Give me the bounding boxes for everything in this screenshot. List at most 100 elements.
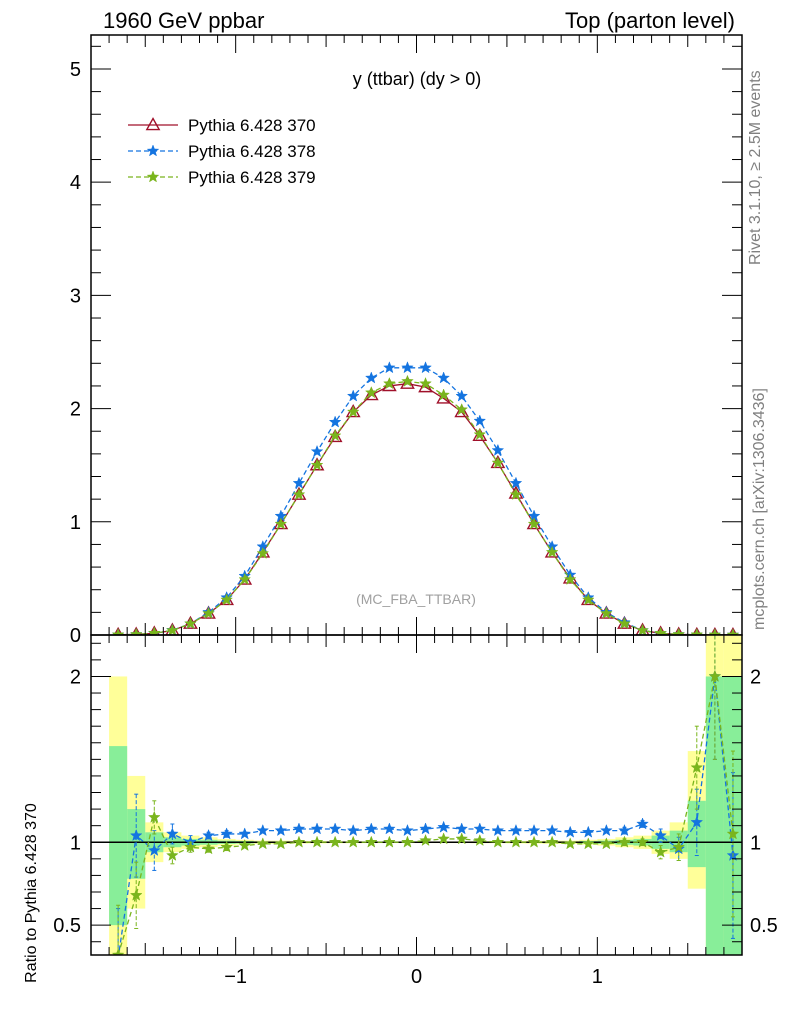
ratio-data-point bbox=[618, 823, 631, 837]
ratio-data-point bbox=[256, 823, 270, 837]
data-point bbox=[364, 371, 378, 384]
ratio-data-point bbox=[437, 820, 451, 833]
ratio-data-point bbox=[726, 827, 740, 840]
ratio-data-point bbox=[310, 822, 324, 835]
ratio-data-point bbox=[599, 823, 613, 837]
ratio-data-point bbox=[491, 823, 505, 837]
ratio-data-point bbox=[401, 823, 414, 837]
ratio-data-point bbox=[328, 835, 342, 848]
ratio-data-point bbox=[274, 823, 288, 837]
mcplots-label: mcplots.cern.ch [arXiv:1306.3436] bbox=[751, 388, 768, 630]
data-point bbox=[346, 389, 360, 402]
data-point bbox=[455, 389, 469, 402]
data-point bbox=[165, 623, 179, 635]
ratio-series-line-1 bbox=[117, 676, 734, 955]
ratio-data-point bbox=[220, 827, 234, 840]
data-point bbox=[473, 414, 487, 427]
uncertainty-band-green bbox=[109, 746, 128, 926]
ratio-data-point bbox=[111, 948, 125, 955]
data-point bbox=[363, 387, 379, 401]
energy-label: 1960 GeV ppbar bbox=[103, 8, 264, 33]
process-label: Top (parton level) bbox=[565, 8, 735, 33]
data-point bbox=[473, 427, 487, 441]
data-point bbox=[111, 628, 125, 635]
y-tick-label: 3 bbox=[70, 285, 81, 307]
ratio-data-point bbox=[563, 825, 577, 838]
y-tick-label: 4 bbox=[70, 172, 81, 194]
ratio-data-point bbox=[636, 817, 649, 830]
ratio-data-point bbox=[690, 815, 704, 828]
y-tick-label: 2 bbox=[70, 399, 81, 421]
legend-label: Pythia 6.428 379 bbox=[188, 168, 316, 187]
ratio-data-point bbox=[545, 823, 559, 837]
data-point bbox=[310, 444, 324, 458]
analysis-label: (MC_FBA_TTBAR) bbox=[356, 591, 476, 607]
data-point bbox=[274, 517, 288, 530]
ratio-data-point bbox=[581, 825, 595, 838]
ratio-data-point bbox=[184, 840, 197, 853]
ratio-data-point bbox=[636, 835, 649, 848]
y-tick-label: 0 bbox=[70, 625, 81, 647]
ratio-data-point bbox=[274, 837, 288, 850]
data-point bbox=[636, 623, 649, 635]
data-point bbox=[129, 627, 143, 635]
ratio-y-tick-label-right: 2 bbox=[750, 666, 761, 688]
ratio-data-point bbox=[618, 835, 631, 848]
main-panel: 0 1 2 3 4 5 y (ttbar) (dy > 0) (MC_FBA_TTBAR)… bbox=[70, 34, 743, 647]
ratio-data-point bbox=[401, 835, 414, 848]
data-point bbox=[437, 388, 451, 401]
data-point bbox=[563, 572, 577, 585]
data-point bbox=[654, 626, 668, 635]
ratio-data-point bbox=[599, 837, 613, 850]
x-tick-label: 1 bbox=[592, 966, 603, 988]
ratio-data-point bbox=[455, 832, 469, 845]
ratio-data-point bbox=[382, 822, 396, 835]
ratio-data-point bbox=[346, 835, 360, 848]
data-point bbox=[346, 405, 360, 418]
ratio-data-point bbox=[165, 827, 179, 840]
ratio-data-point bbox=[491, 835, 505, 848]
legend-marker bbox=[146, 144, 160, 157]
ratio-data-point bbox=[581, 837, 595, 850]
data-point bbox=[256, 546, 270, 559]
ratio-data-point bbox=[364, 822, 378, 835]
data-point bbox=[437, 371, 451, 384]
ratio-data-point bbox=[147, 843, 161, 856]
ratio-data-point bbox=[437, 832, 451, 845]
legend-label: Pythia 6.428 378 bbox=[188, 142, 316, 161]
ratio-data-point bbox=[473, 822, 487, 835]
ratio-y-axis-label: Ratio to Pythia 6.428 370 bbox=[23, 803, 40, 983]
data-point bbox=[382, 361, 396, 374]
ratio-data-point bbox=[690, 760, 704, 774]
ratio-data-point bbox=[527, 823, 541, 837]
x-tick-label: 0 bbox=[411, 966, 422, 988]
ratio-y-tick-label-right: 0.5 bbox=[750, 915, 778, 937]
y-tick-label: 1 bbox=[70, 512, 81, 534]
data-point bbox=[401, 374, 414, 387]
data-point bbox=[328, 415, 342, 428]
ratio-data-point bbox=[563, 837, 577, 850]
data-point bbox=[690, 628, 704, 635]
ratio-data-point bbox=[419, 822, 432, 835]
uncertainty-band-green bbox=[705, 676, 724, 955]
ratio-data-point bbox=[202, 828, 215, 842]
y-tick-label: 5 bbox=[70, 59, 81, 81]
data-point bbox=[238, 572, 252, 585]
data-point bbox=[491, 456, 505, 469]
ratio-y-tick-label: 2 bbox=[70, 666, 81, 688]
ratio-data-point bbox=[455, 822, 469, 835]
data-point bbox=[618, 616, 631, 630]
data-point bbox=[726, 628, 740, 635]
ratio-data-point bbox=[202, 842, 215, 855]
data-point bbox=[545, 545, 559, 558]
ratio-y-tick-label: 0.5 bbox=[53, 915, 81, 937]
ratio-data-point bbox=[708, 669, 722, 682]
ratio-data-point bbox=[238, 838, 252, 851]
ratio-data-point bbox=[654, 845, 668, 858]
ratio-data-point bbox=[545, 835, 559, 848]
ratio-data-point bbox=[527, 835, 541, 848]
ratio-data-point bbox=[292, 835, 306, 848]
data-point bbox=[364, 386, 378, 399]
legend: Pythia 6.428 370 Pythia 6.428 378 Pythia 6… bbox=[128, 116, 316, 187]
